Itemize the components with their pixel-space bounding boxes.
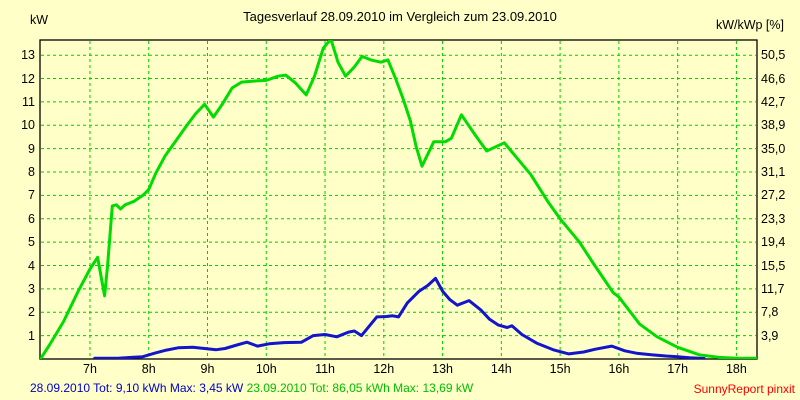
y-axis-tick-kw: 1 [28, 328, 35, 343]
y-axis-tick-percent: 3,9 [761, 328, 779, 343]
y-axis-tick-kw: 12 [21, 71, 35, 86]
y-axis-tick-percent: 38,9 [761, 118, 786, 133]
y-axis-tick-kw: 8 [28, 165, 35, 180]
y-axis-tick-percent: 7,8 [761, 305, 779, 320]
y-axis-tick-kw: 3 [28, 281, 35, 296]
y-axis-tick-percent: 50,5 [761, 48, 786, 63]
y-axis-tick-kw: 7 [28, 188, 35, 203]
series-line-23.09.2010 [40, 40, 757, 359]
footer-series-green: 23.09.2010 Tot: 86,05 kWh Max: 13,69 kW [246, 381, 474, 395]
grid-lines [41, 41, 756, 358]
plot-frame [39, 39, 758, 360]
y-axis-tick-percent: 31,1 [761, 165, 786, 180]
y-axis-tick-kw: 6 [28, 211, 35, 226]
x-axis-tick-hour: 11h [315, 362, 335, 376]
y-axis-tick-kw: 4 [28, 258, 35, 273]
left-axis-unit-label: kW [30, 13, 49, 27]
x-axis-tick-hour: 18h [725, 362, 747, 376]
x-axis-tick-hour: 16h [608, 362, 630, 376]
y-axis-tick-kw: 11 [22, 94, 35, 109]
y-axis-tick-kw: 10 [21, 118, 35, 133]
y-axis-tick-percent: 42,7 [761, 94, 786, 109]
series-line-28.09.2010 [93, 276, 706, 359]
y-axis-tick-percent: 23,3 [761, 211, 786, 226]
x-axis-tick-hour: 15h [549, 362, 571, 376]
x-axis-tick-hour: 12h [373, 362, 395, 376]
chart-title: Tagesverlauf 28.09.2010 im Vergleich zum… [243, 9, 557, 24]
x-axis-tick-hour: 17h [667, 362, 689, 376]
y-axis-tick-kw: 9 [28, 141, 35, 156]
y-axis-tick-percent: 11,7 [761, 281, 785, 296]
y-axis-tick-kw: 2 [28, 305, 35, 320]
y-axis-tick-percent: 35,0 [761, 141, 786, 156]
y-axis-tick-kw: 5 [28, 235, 35, 250]
y-axis-tick-percent: 15,5 [761, 258, 786, 273]
y-axis-tick-kw: 13 [21, 48, 35, 63]
right-axis-unit-label: kW/kWp [%] [715, 18, 784, 32]
y-axis-tick-percent: 27,2 [761, 188, 786, 203]
x-axis-tick-hour: 8h [141, 362, 156, 376]
x-axis-tick-hour: 10h [255, 362, 277, 376]
x-axis-tick-hour: 14h [490, 362, 512, 376]
x-axis-tick-hour: 7h [83, 362, 97, 376]
x-axis-tick-hour: 13h [432, 362, 453, 376]
footer-stats: 28.09.2010 Tot: 9,10 kWh Max: 3,45 kW 23… [30, 381, 473, 395]
x-axis-tick-hour: 9h [200, 362, 215, 376]
y-axis-tick-percent: 19,4 [761, 235, 786, 250]
footer-series-blue: 28.09.2010 Tot: 9,10 kWh Max: 3,45 kW [30, 381, 244, 395]
brand-credit: SunnyReport pinxit [693, 382, 795, 396]
y-axis-tick-percent: 46,6 [761, 71, 786, 86]
